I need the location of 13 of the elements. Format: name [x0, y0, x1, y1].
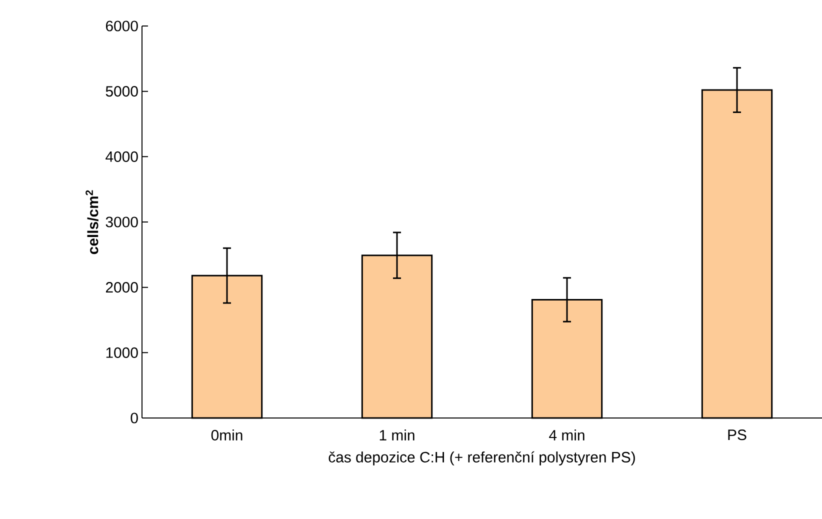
- x-tick-label: 0min: [211, 430, 242, 440]
- y-tick-label: 5000: [106, 86, 138, 97]
- x-axis-title: čas depozice C:H (+ referenční polystyren PS): [328, 451, 635, 466]
- y-tick-label: 4000: [106, 151, 138, 162]
- y-axis-title: cells/cm$^{2}$: [86, 190, 98, 254]
- y-tick-label: 2000: [106, 282, 138, 293]
- y-tick-label: 3000: [106, 216, 138, 228]
- x-tick-label: PS: [728, 430, 746, 440]
- y-tick-label: 6000: [106, 20, 138, 32]
- y-tick-label: 0: [130, 412, 138, 424]
- x-tick-label: 1 min: [380, 430, 414, 440]
- x-tick-label: 4 min: [549, 430, 584, 440]
- y-tick-label: 1000: [106, 347, 138, 358]
